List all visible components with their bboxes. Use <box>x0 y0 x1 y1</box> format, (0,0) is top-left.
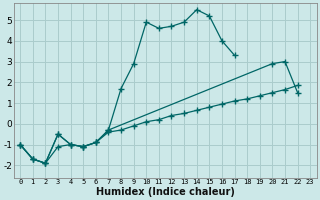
X-axis label: Humidex (Indice chaleur): Humidex (Indice chaleur) <box>96 187 235 197</box>
